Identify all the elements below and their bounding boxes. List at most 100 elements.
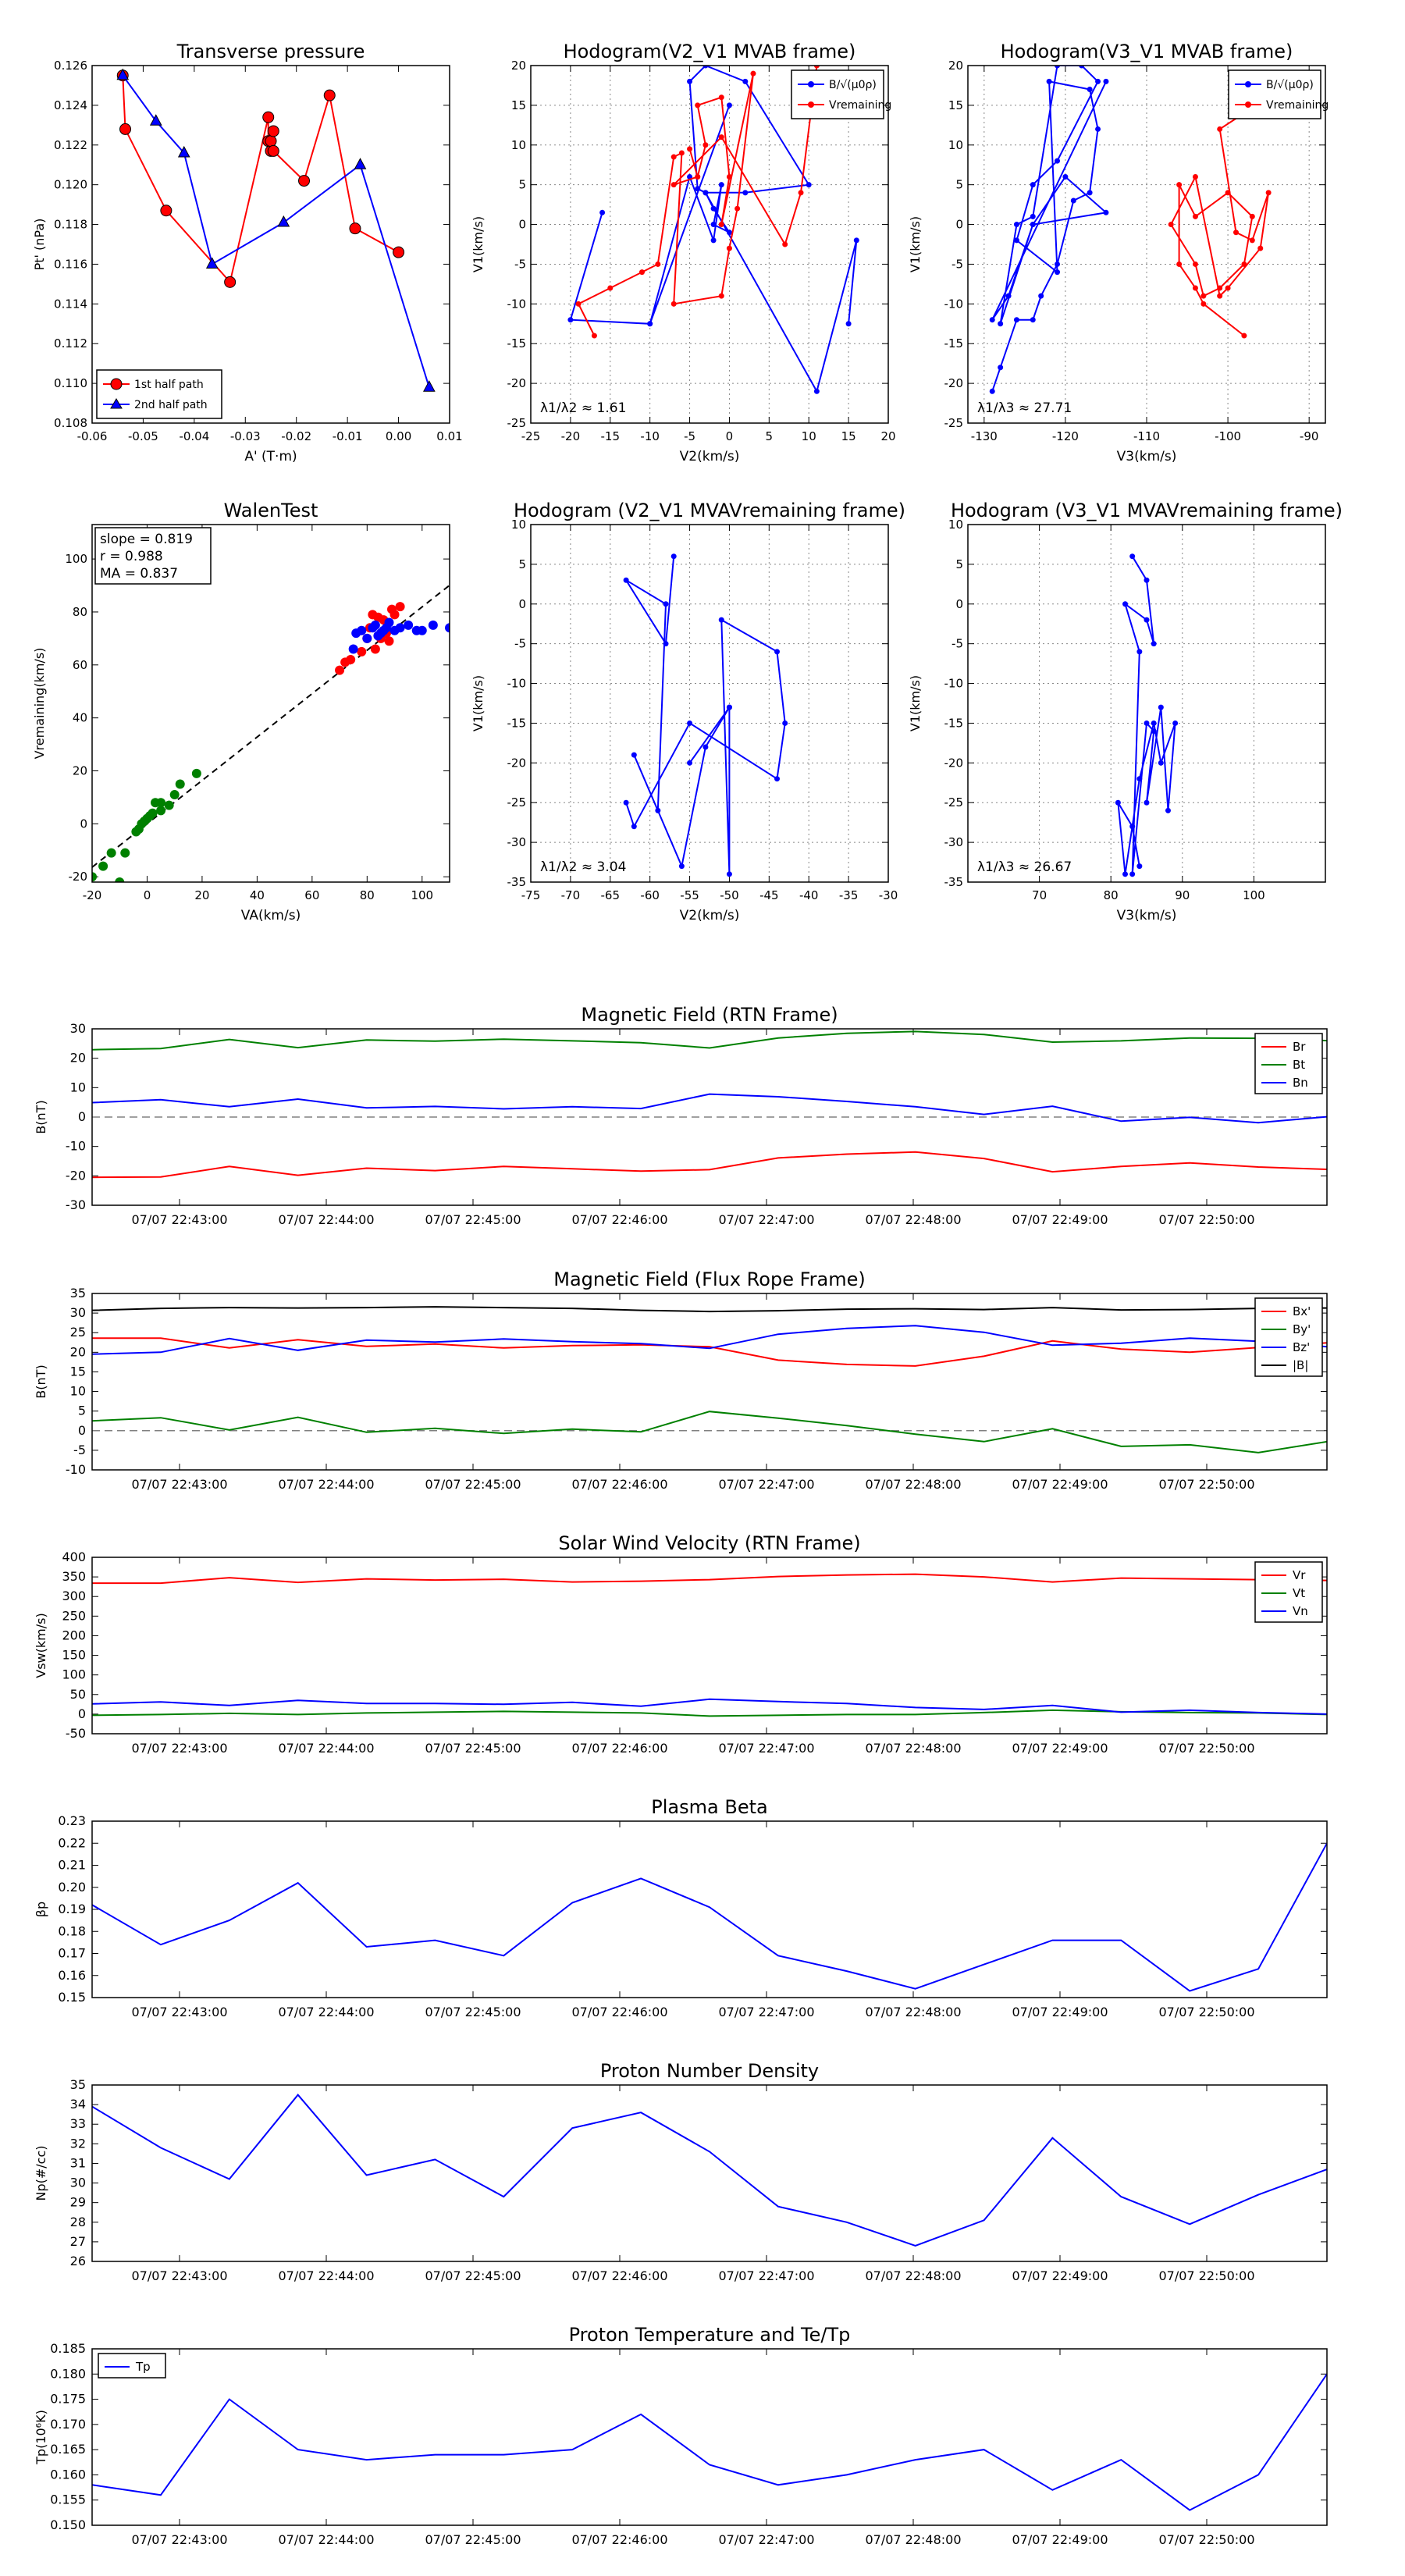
walen-xtick-label: 40: [250, 888, 265, 902]
tp-point: [354, 158, 367, 169]
h4-ytick-label: -35: [944, 875, 964, 889]
tp-ytick-label: 0.122: [54, 138, 87, 152]
brtn-ytick-label: 0: [78, 1109, 86, 1124]
beta-ytick-label: 0.16: [58, 1968, 86, 1983]
h4-point: [1129, 553, 1136, 560]
vsw-series-0-line: [92, 1573, 1327, 1585]
h3-xtick-label: -50: [720, 888, 739, 902]
h1-xtick-label: 5: [766, 429, 774, 443]
walen-point: [164, 800, 174, 810]
brtn-plot-frame: [91, 1028, 1328, 1206]
bfr-legend-label: |B|: [1293, 1358, 1308, 1372]
tp-xlabel: A' (T·m): [244, 449, 297, 464]
h1-series-0-line: [569, 66, 858, 393]
beta-xtick-label: 07/07 22:46:00: [571, 2005, 667, 2019]
bfr-legend-label: By': [1293, 1322, 1311, 1336]
walen-point: [357, 646, 367, 656]
h3-xtick-label: -45: [759, 888, 779, 902]
h4-series-0-line: [1117, 556, 1176, 874]
np-chart: 26 27 28 29 30 31 32 33 34 35 07/07 22:43:00 07/07 …: [34, 2060, 1328, 2283]
h2-point: [989, 317, 995, 323]
np-xtick-label: 07/07 22:46:00: [571, 2268, 667, 2283]
bfr-ytick-label: -10: [66, 1462, 86, 1477]
beta-series-0-line: [92, 1842, 1327, 1992]
bfr-xtick-label: 07/07 22:49:00: [1012, 1477, 1108, 1492]
h1-point: [813, 388, 820, 394]
beta-ytick-label: 0.15: [58, 1990, 86, 2005]
h1-point: [806, 182, 812, 188]
beta-ytick-label: 0.22: [58, 1835, 86, 1850]
h2-point: [1168, 222, 1174, 228]
vsw-ytick-label: 300: [62, 1589, 86, 1603]
h4-chart: 70 80 90 100 -35 -30 -25 -20 -15 -10 -5 0 5 10Hodogra…: [908, 500, 1343, 923]
walen-point: [175, 779, 185, 789]
brtn-xtick-label: 07/07 22:46:00: [571, 1212, 667, 1227]
walen-stats-line: slope = 0.819: [100, 532, 193, 547]
np-xtick-label: 07/07 22:50:00: [1158, 2268, 1254, 2283]
h2-point: [1217, 126, 1223, 132]
vsw-ytick-label: 400: [62, 1550, 86, 1564]
tp-point: [205, 257, 219, 269]
tpr-data-layer: [92, 2373, 1327, 2511]
brtn-chart: -30 -20 -10 0 10 20 30 07/07 22:43:00 07/07 22:4…: [34, 1004, 1328, 1227]
tp-ytick-label: 0.110: [54, 376, 87, 390]
walen-ylabel: Vremaining(km/s): [32, 648, 47, 760]
np-xtick-label: 07/07 22:43:00: [131, 2268, 227, 2283]
walen-xtick-label: 60: [304, 888, 319, 902]
vsw-ytick-label: 100: [62, 1667, 86, 1682]
h1-point: [735, 205, 741, 212]
bfr-ylabel: B(nT): [34, 1364, 48, 1398]
h2-point: [1192, 173, 1198, 180]
h2-point: [1055, 66, 1060, 69]
h4-ytick-label: 10: [948, 518, 963, 532]
h3-chart: -75 -70 -65 -60 -55 -50 -45 -40 -35 -30-35-30-25-…: [471, 500, 905, 923]
h3-point: [631, 824, 637, 830]
tp-point: [116, 68, 130, 80]
h2-ytick-label: 10: [948, 138, 963, 152]
brtn-ytick-label: -10: [66, 1139, 86, 1154]
h3-data-layer: [623, 553, 788, 877]
h3-ytick-label: -10: [507, 677, 527, 691]
h2-point: [1225, 190, 1231, 196]
tp-xtick-label: -0.03: [230, 429, 261, 443]
h2-series-0-line: [991, 66, 1108, 392]
h1-xlabel: V2(km/s): [680, 449, 740, 464]
np-ytick-label: 26: [70, 2254, 86, 2268]
bfr-ytick-label: 15: [70, 1364, 86, 1379]
h3-xtick-label: -30: [879, 888, 898, 902]
h2-ytick-label: 15: [948, 98, 963, 112]
h4-point: [1151, 728, 1157, 735]
walen-ytick-label: 0: [80, 817, 87, 831]
tp-data-layer: [116, 68, 436, 392]
h3-xtick-label: -60: [640, 888, 660, 902]
h2-ytick-label: -15: [944, 336, 964, 350]
np-xtick-label: 07/07 22:48:00: [865, 2268, 961, 2283]
walen-point: [445, 623, 450, 633]
bfr-ytick-label: 25: [70, 1325, 86, 1340]
h4-xlabel: V3(km/s): [1117, 908, 1177, 923]
bfr-xtick-label: 07/07 22:45:00: [425, 1477, 521, 1492]
tp-ytick-label: 0.108: [54, 416, 87, 430]
tp-xtick-label: -0.04: [179, 429, 209, 443]
tp-xtick-label: -0.01: [333, 429, 363, 443]
h4-plot-frame: [967, 524, 1326, 883]
h1-point: [750, 70, 756, 76]
tpr-ytick-label: 0.175: [50, 2392, 86, 2407]
h2-point: [1249, 213, 1255, 219]
h1-point: [575, 301, 582, 307]
h2-point: [1241, 333, 1247, 339]
walen-point: [384, 617, 394, 628]
walen-point: [120, 848, 130, 858]
brtn-xtick-label: 07/07 22:45:00: [425, 1212, 521, 1227]
walen-point: [346, 655, 356, 665]
np-plot-frame: [91, 2084, 1328, 2262]
beta-xtick-label: 07/07 22:43:00: [131, 2005, 227, 2019]
h2-point: [1176, 261, 1183, 267]
h1-point: [599, 209, 606, 215]
tp-point: [349, 222, 361, 235]
h4-ytick-label: 5: [955, 557, 963, 571]
walen-title: WalenTest: [224, 500, 318, 521]
h1-point: [726, 245, 732, 251]
bfr-title: Magnetic Field (Flux Rope Frame): [553, 1268, 865, 1290]
h1-point: [647, 321, 653, 327]
